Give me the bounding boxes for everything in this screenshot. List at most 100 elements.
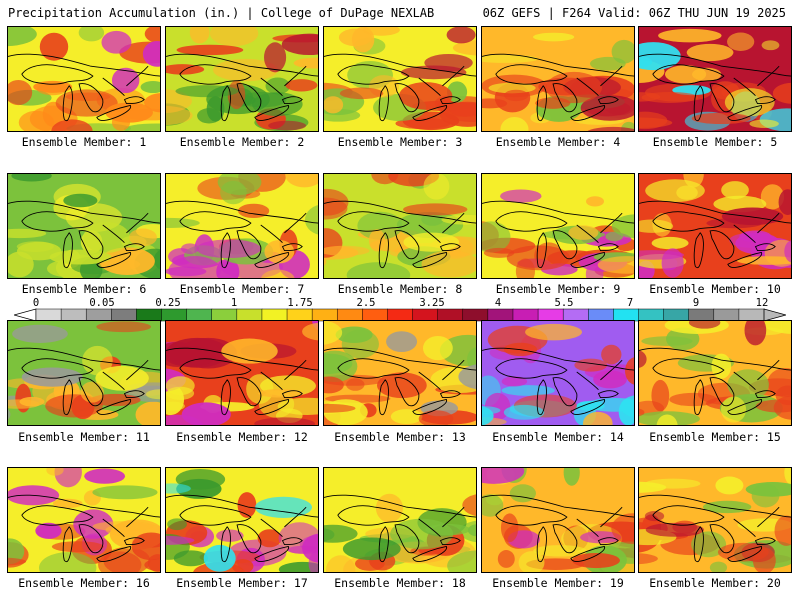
lake-coastline-outline (337, 358, 410, 379)
precip-contour (692, 67, 722, 82)
lake-coastline-outline (220, 379, 231, 416)
lake-coastline-outline (442, 65, 465, 87)
ensemble-map-panel (323, 320, 477, 426)
lake-coastline-outline (62, 379, 73, 416)
lake-coastline-outline (652, 358, 725, 379)
precip-contour (482, 221, 511, 253)
ensemble-map-panel (165, 467, 319, 573)
precip-contour (173, 550, 209, 567)
lake-coastline-outline (754, 243, 776, 251)
precip-contour (181, 243, 199, 254)
precip-contour (656, 414, 678, 425)
precip-contour (641, 91, 699, 103)
lake-coastline-outline (394, 230, 420, 260)
lake-coastline-outline (394, 377, 420, 407)
precip-contour (293, 57, 318, 69)
precip-contour (764, 321, 791, 334)
precip-contour (46, 468, 64, 476)
precip-contour (257, 529, 282, 548)
lake-coastline-outline (62, 85, 73, 122)
lake-coastline-outline (21, 211, 94, 232)
colorbar-right-arrow (763, 308, 786, 322)
lake-coastline-outline (757, 65, 780, 87)
precip-contour (755, 399, 791, 413)
precip-contour (197, 108, 221, 124)
lake-coastline-outline (260, 518, 283, 537)
precip-contour (96, 321, 152, 333)
lake-coastline-outline (418, 77, 441, 96)
lake-coastline-outline (757, 506, 780, 528)
precip-contour (285, 174, 318, 188)
lake-coastline-outline (439, 390, 461, 398)
ensemble-map-panel (638, 467, 792, 573)
precip-contour (421, 250, 476, 278)
precip-contour (497, 550, 515, 568)
precip-contour (8, 251, 34, 278)
precip-contour (784, 240, 791, 263)
precip-contour (395, 117, 451, 130)
precip-contour (563, 468, 580, 486)
precip-contour (447, 550, 476, 572)
lake-coastline-outline (733, 224, 756, 243)
precip-contour (123, 123, 160, 131)
lake-coastline-outline (412, 104, 448, 121)
precip-contour (166, 535, 195, 545)
precip-contour (111, 67, 140, 94)
lake-coastline-outline (220, 85, 231, 122)
lake-coastline-outline (576, 371, 599, 390)
lake-coastline-outline (123, 390, 145, 398)
precip-contour (611, 39, 634, 64)
precip-contour (166, 105, 193, 126)
lake-coastline-outline (378, 526, 389, 563)
precip-field-map (482, 27, 634, 131)
precip-field-map (324, 27, 476, 131)
lake-coastline-outline (639, 494, 791, 518)
lake-coastline-outline (123, 537, 145, 545)
precip-contour (711, 353, 732, 379)
precip-contour (483, 247, 515, 258)
lake-coastline-outline (96, 398, 132, 415)
precip-contour (462, 494, 476, 516)
precip-contour (268, 120, 307, 131)
lake-coastline-outline (102, 224, 125, 243)
precip-contour (446, 27, 476, 44)
lake-coastline-outline (482, 200, 634, 224)
lake-coastline-outline (693, 85, 704, 122)
lake-coastline-outline (482, 347, 634, 371)
lake-coastline-outline (166, 347, 318, 371)
lake-coastline-outline (62, 526, 73, 563)
precip-contour (16, 241, 54, 252)
precip-contour (576, 400, 605, 411)
lake-coastline-outline (482, 494, 634, 518)
precip-contour (651, 379, 670, 412)
lake-coastline-outline (254, 545, 290, 562)
colorbar-tick: 3.25 (419, 297, 445, 309)
precip-contour (37, 83, 68, 96)
lake-coastline-outline (254, 251, 290, 268)
lake-coastline-outline (123, 243, 145, 251)
precip-contour (721, 181, 749, 200)
precip-contour (639, 481, 667, 493)
precip-contour (265, 77, 290, 95)
precip-contour (92, 485, 158, 500)
lake-coastline-outline (179, 358, 252, 379)
precip-contour (727, 32, 755, 51)
lake-coastline-outline (576, 224, 599, 243)
precip-contour (760, 184, 785, 210)
ensemble-member-label: Ensemble Member: 20 (649, 576, 781, 590)
precip-contour (639, 250, 684, 260)
ensemble-map-panel (481, 467, 635, 573)
lake-coastline-outline (552, 83, 578, 113)
precip-contour (744, 321, 767, 346)
precip-contour (500, 513, 519, 543)
precip-field-map (324, 468, 476, 572)
precip-contour (84, 468, 126, 484)
precip-contour (304, 205, 318, 235)
lake-coastline-outline (600, 212, 623, 234)
lake-coastline-outline (126, 359, 149, 381)
precip-field-map (324, 174, 476, 278)
precip-contour (338, 28, 372, 47)
precip-contour (500, 116, 529, 131)
precip-contour (724, 88, 775, 117)
lake-coastline-outline (727, 251, 763, 268)
